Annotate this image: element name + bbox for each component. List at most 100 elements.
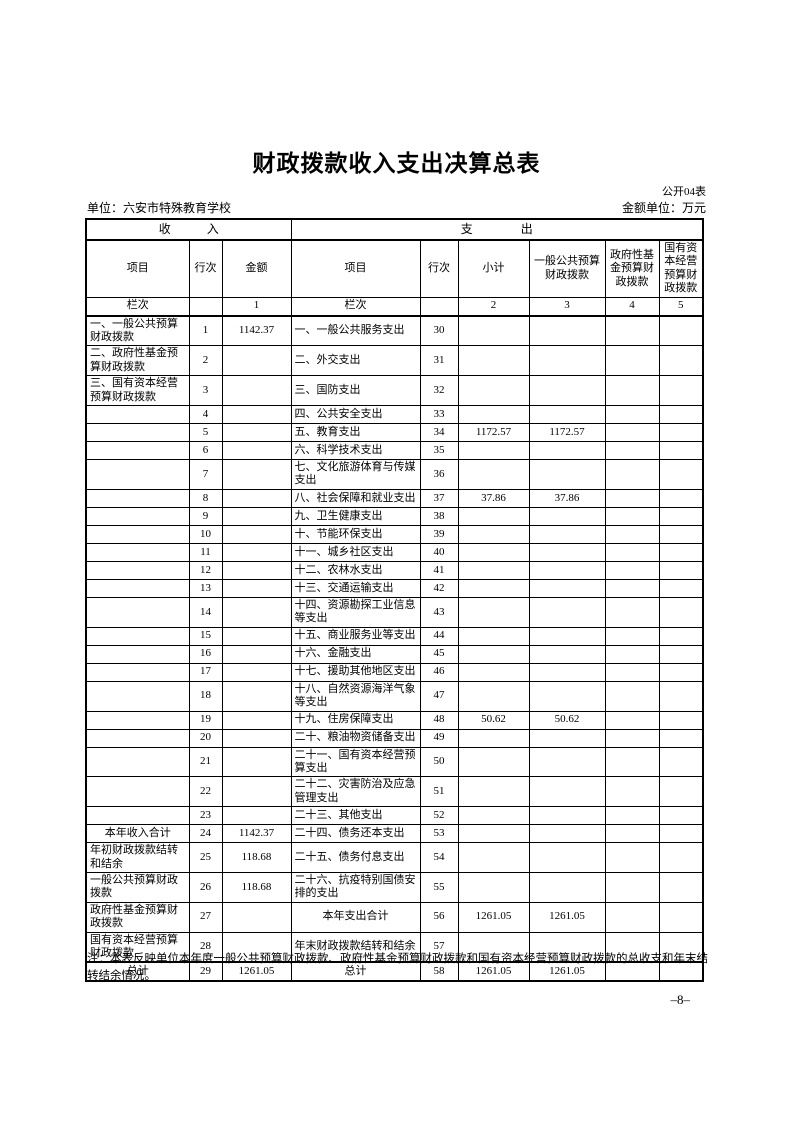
expense-general-public-cell (528, 542, 606, 562)
income-item-cell (85, 644, 190, 664)
table-row: 16 十六、金融支出 45 (85, 644, 704, 664)
expense-subtotal-cell (457, 931, 530, 963)
income-item-cell (85, 806, 190, 826)
expense-gov-fund-cell (604, 901, 660, 933)
table-row: 一般公共预算财政拨款 26 118.68 二十六、抗疫特别国债安排的支出 55 (85, 871, 704, 903)
expense-subtotal-cell (457, 441, 530, 461)
table-row: 21 二十一、国有资本经营预算支出 50 (85, 746, 704, 778)
expense-item-cell: 三、国防支出 (290, 375, 421, 407)
expense-subtotal-cell (457, 662, 530, 682)
income-item-cell (85, 710, 190, 730)
table-row: 5 五、教育支出 34 1172.57 1172.57 (85, 423, 704, 443)
expense-subtotal-cell (457, 626, 530, 646)
income-line-no-cell: 1 (188, 315, 223, 347)
table-row: 本年收入合计 24 1142.37 二十四、债务还本支出 53 (85, 824, 704, 844)
expense-item-header: 项目 (290, 239, 421, 298)
income-line-no-cell: 4 (188, 405, 223, 425)
expense-lanci-label: 栏次 (290, 296, 421, 317)
table-row: 8 八、社会保障和就业支出 37 37.86 37.86 (85, 488, 704, 508)
table-row: 13 十三、交通运输支出 42 (85, 578, 704, 598)
table-row: 6 六、科学技术支出 35 (85, 441, 704, 461)
income-item-cell: 一、一般公共预算财政拨款 (85, 315, 190, 347)
expense-line-no-cell: 57 (419, 931, 459, 963)
expense-gov-fund-cell (604, 524, 660, 544)
expense-line-no-cell: 54 (419, 842, 459, 873)
income-line-no-cell: 6 (188, 441, 223, 461)
expense-general-public-cell: 1261.05 (528, 961, 606, 982)
expense-general-public-cell (528, 662, 606, 682)
income-amount-cell (221, 506, 292, 526)
expense-item-cell: 总计 (290, 961, 421, 982)
expense-state-capital-cell (658, 680, 704, 712)
income-item-cell (85, 662, 190, 682)
page-number: –8– (670, 992, 691, 1007)
table-row: 10 十、节能环保支出 39 (85, 524, 704, 544)
income-amount-cell (221, 680, 292, 712)
expense-line-no-cell: 51 (419, 776, 459, 808)
income-amount-cell (221, 560, 292, 580)
gov-fund-budget-header: 政府性基金预算财政拨款 (604, 239, 660, 298)
expense-state-capital-cell (658, 488, 704, 508)
expense-general-public-cell (528, 596, 606, 628)
income-line-no-cell: 3 (188, 375, 223, 407)
expense-general-public-cell (528, 824, 606, 844)
income-line-no-cell: 8 (188, 488, 223, 508)
table-row: 7 七、文化旅游体育与传媒支出 36 (85, 459, 704, 490)
expense-item-cell: 二十一、国有资本经营预算支出 (290, 746, 421, 778)
expense-general-public-cell (528, 728, 606, 748)
table-row: 22 二十二、灾害防治及应急管理支出 51 (85, 776, 704, 808)
income-item-cell (85, 441, 190, 461)
column-header-row: 项目 行次 金额 项目 行次 小计 一般公共预算财政拨款 政府性基金预算财政拨款… (85, 239, 704, 298)
expense-state-capital-cell (658, 405, 704, 425)
income-amount-header: 金额 (221, 239, 292, 298)
income-amount-cell (221, 662, 292, 682)
table-row: 4 四、公共安全支出 33 (85, 405, 704, 425)
expense-gov-fund-cell (604, 506, 660, 526)
expense-subtotal-cell: 37.86 (457, 488, 530, 508)
table-row: 23 二十三、其他支出 52 (85, 806, 704, 826)
income-line-no-cell: 9 (188, 506, 223, 526)
expense-general-public-cell (528, 806, 606, 826)
amount-unit-label: 金额单位：万元 (621, 201, 706, 215)
expense-subtotal-cell (457, 578, 530, 598)
expense-subtotal-cell: 1172.57 (457, 423, 530, 443)
income-line-no-cell: 20 (188, 728, 223, 748)
expense-item-cell: 二十三、其他支出 (290, 806, 421, 826)
income-line-no-cell: 22 (188, 776, 223, 808)
income-amount-cell (221, 626, 292, 646)
table-row: 12 十二、农林水支出 41 (85, 560, 704, 580)
expense-item-cell: 十、节能环保支出 (290, 524, 421, 544)
expense-state-capital-cell (658, 524, 704, 544)
table-row: 11 十一、城乡社区支出 40 (85, 542, 704, 562)
expense-item-cell: 二十、粮油物资储备支出 (290, 728, 421, 748)
expense-gov-fund-cell (604, 423, 660, 443)
table-header: 收 入 支 出 项目 行次 金额 项目 行次 小计 一般公共预算财政拨款 政府性… (85, 218, 704, 317)
expense-gov-fund-cell (604, 842, 660, 873)
expense-gov-fund-cell (604, 728, 660, 748)
income-item-cell (85, 746, 190, 778)
table-row: 18 十八、自然资源海洋气象等支出 47 (85, 680, 704, 712)
expense-item-cell: 二十四、债务还本支出 (290, 824, 421, 844)
expense-gov-fund-cell (604, 459, 660, 490)
expense-line-no-cell: 30 (419, 315, 459, 347)
expense-state-capital-cell (658, 578, 704, 598)
expense-gov-fund-cell (604, 578, 660, 598)
expense-state-capital-cell (658, 728, 704, 748)
expense-state-capital-cell (658, 746, 704, 778)
expense-item-cell: 十九、住房保障支出 (290, 710, 421, 730)
income-line-no-header: 行次 (188, 239, 223, 298)
income-item-cell (85, 488, 190, 508)
column-index-row: 栏次 1 栏次 2 3 4 5 (85, 296, 704, 317)
expense-general-public-cell (528, 459, 606, 490)
income-line-no-cell: 7 (188, 459, 223, 490)
expense-state-capital-cell (658, 345, 704, 377)
table-row: 20 二十、粮油物资储备支出 49 (85, 728, 704, 748)
income-item-cell: 三、国有资本经营预算财政拨款 (85, 375, 190, 407)
expense-line-no-cell: 55 (419, 871, 459, 903)
expense-subtotal-cell (457, 746, 530, 778)
expense-state-capital-cell (658, 824, 704, 844)
expense-line-no-cell: 34 (419, 423, 459, 443)
expense-general-public-cell (528, 375, 606, 407)
expense-general-public-cell (528, 506, 606, 526)
